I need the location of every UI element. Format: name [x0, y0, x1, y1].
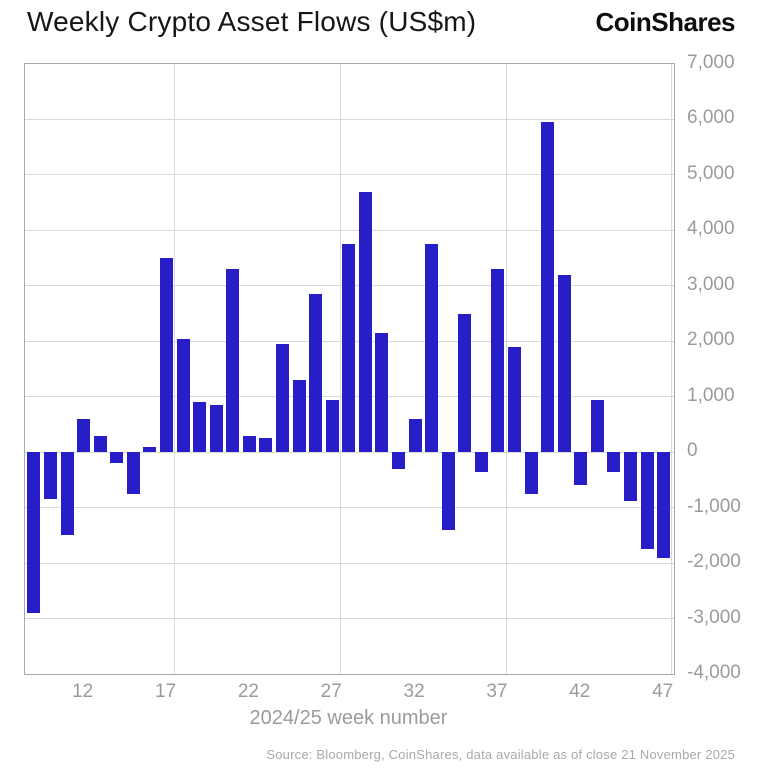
- y-tick-label: 0: [687, 440, 698, 462]
- bar-week-29: [358, 191, 372, 453]
- y-tick-label: -4,000: [687, 662, 741, 683]
- bar-week-43: [590, 399, 604, 453]
- bar-week-22: [242, 435, 256, 453]
- y-tick-label: 5,000: [687, 162, 735, 184]
- y-tick-label: -3,000: [687, 606, 741, 628]
- bar-week-31: [392, 452, 406, 469]
- bar-week-25: [292, 380, 306, 453]
- gridline-v: [671, 64, 673, 674]
- bar-week-24: [276, 344, 290, 453]
- gridline-v: [505, 64, 507, 674]
- bar-week-19: [193, 402, 207, 453]
- x-tick-label: 37: [486, 681, 508, 702]
- bar-week-11: [60, 452, 74, 536]
- y-tick-label: 4,000: [687, 218, 735, 240]
- bar-week-15: [126, 452, 140, 494]
- x-tick-label: 27: [320, 681, 342, 702]
- bar-week-17: [160, 258, 174, 453]
- bar-week-39: [524, 452, 538, 494]
- x-tick-label: 12: [72, 681, 94, 702]
- x-tick-label: 22: [237, 681, 259, 702]
- x-tick-label: 32: [403, 681, 425, 702]
- gridline-h: [25, 507, 674, 509]
- y-tick-label: 6,000: [687, 107, 735, 129]
- bar-week-41: [557, 274, 571, 453]
- bar-week-12: [77, 418, 91, 453]
- bar-week-27: [325, 399, 339, 453]
- bar-week-40: [541, 122, 555, 453]
- bar-week-44: [607, 452, 621, 472]
- bar-week-18: [176, 338, 190, 453]
- y-tick-label: -1,000: [687, 495, 741, 517]
- gridline-h: [25, 118, 674, 120]
- bar-week-45: [624, 452, 637, 501]
- gridline-h: [25, 562, 674, 564]
- gridline-v: [174, 64, 176, 674]
- chart-plot: [24, 63, 675, 675]
- gridline-v: [340, 64, 342, 674]
- bar-week-33: [425, 244, 439, 453]
- y-tick-label: 3,000: [687, 273, 735, 295]
- bar-week-35: [458, 313, 472, 453]
- bar-week-32: [408, 418, 422, 453]
- gridline-h: [25, 618, 674, 620]
- y-tick-label: -2,000: [687, 551, 741, 573]
- bar-week-28: [342, 244, 356, 453]
- gridline-h: [25, 451, 674, 453]
- bar-week-46: [640, 452, 654, 550]
- x-axis-title: 2024/25 week number: [249, 707, 448, 729]
- coinshares-logo: CoinShares: [595, 7, 736, 37]
- bar-week-38: [508, 346, 522, 453]
- bar-week-30: [375, 332, 389, 453]
- bar-week-13: [93, 435, 107, 453]
- bar-week-14: [110, 452, 124, 464]
- bar-week-16: [143, 446, 157, 453]
- bar-week-23: [259, 438, 273, 453]
- x-tick-label: 42: [569, 681, 591, 702]
- y-tick-label: 2,000: [687, 329, 735, 351]
- page-title: Weekly Crypto Asset Flows (US$m): [27, 6, 477, 37]
- bar-week-37: [491, 269, 505, 453]
- bar-week-34: [441, 452, 455, 530]
- bar-week-42: [574, 452, 588, 486]
- bar-week-36: [474, 452, 488, 472]
- bar-week-20: [209, 405, 223, 453]
- bar-week-26: [309, 294, 323, 453]
- y-tick-label: 7,000: [687, 52, 735, 73]
- bar-week-9: [27, 452, 41, 613]
- y-tick-label: 1,000: [687, 384, 735, 406]
- bar-week-10: [44, 452, 58, 500]
- x-tick-label: 47: [652, 681, 674, 702]
- x-tick-label: 17: [154, 681, 177, 702]
- bar-week-47: [657, 452, 671, 558]
- gridline-h: [25, 174, 674, 176]
- gridline-h: [25, 229, 674, 231]
- bar-week-21: [226, 269, 240, 453]
- source-note: Source: Bloomberg, CoinShares, data avai…: [266, 747, 735, 762]
